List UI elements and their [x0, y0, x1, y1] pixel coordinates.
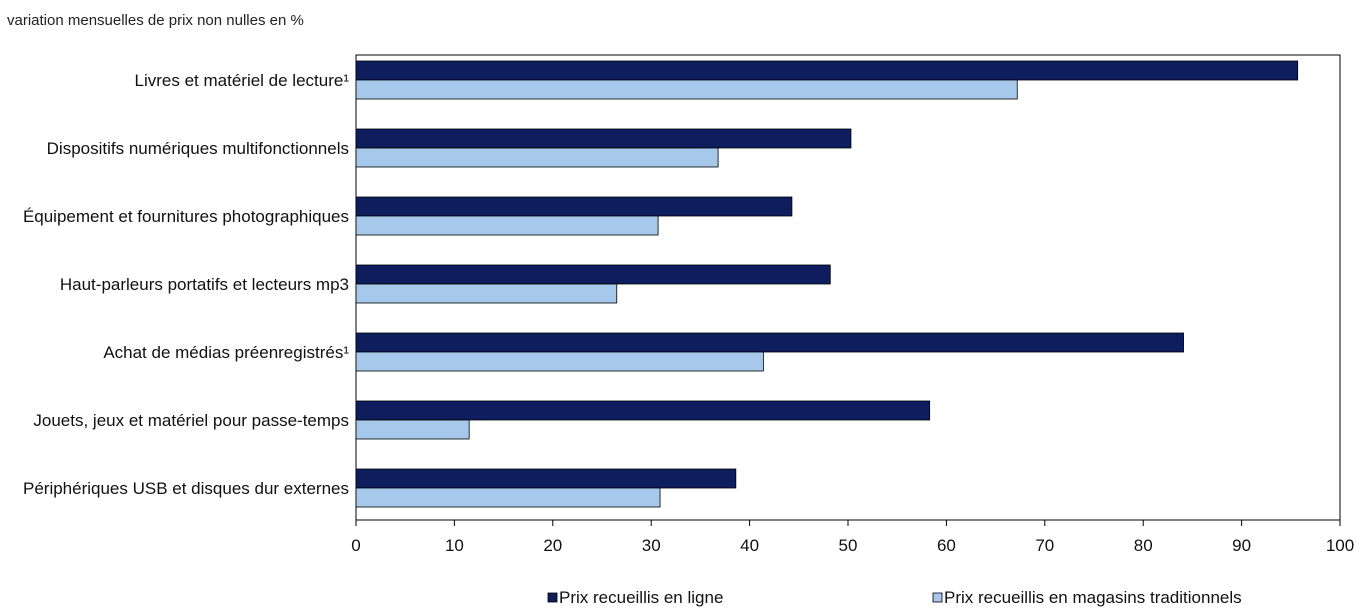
- category-label: Jouets, jeux et matériel pour passe-temp…: [33, 411, 349, 430]
- bar-online: [355, 400, 931, 421]
- bar-in-store: [355, 147, 719, 168]
- legend-label: Prix recueillis en magasins traditionnel…: [944, 588, 1242, 607]
- bar-in-store: [355, 351, 764, 372]
- bar-in-store: [355, 79, 1018, 100]
- category-label: Haut-parleurs portatifs et lecteurs mp3: [60, 275, 349, 294]
- x-tick-label: 0: [351, 536, 360, 555]
- category-label: Achat de médias préenregistrés¹: [103, 343, 349, 362]
- unit-label: variation mensuelles de prix non nulles …: [7, 12, 304, 29]
- bar-online: [355, 128, 852, 149]
- category-label: Livres et matériel de lecture¹: [135, 71, 350, 90]
- x-tick-label: 10: [445, 536, 464, 555]
- legend-label: Prix recueillis en ligne: [559, 588, 723, 607]
- bar-online: [355, 332, 1184, 353]
- x-tick-label: 40: [740, 536, 759, 555]
- x-tick-label: 90: [1232, 536, 1251, 555]
- x-tick-label: 100: [1326, 536, 1354, 555]
- x-tick-label: 20: [543, 536, 562, 555]
- bar-online: [355, 196, 793, 217]
- bar-in-store: [355, 283, 618, 304]
- x-tick-label: 30: [642, 536, 661, 555]
- bar-online: [355, 264, 831, 285]
- x-tick-label: 80: [1134, 536, 1153, 555]
- legend-swatch: [547, 592, 558, 603]
- legend-swatch: [932, 592, 943, 603]
- bar-in-store: [355, 419, 470, 440]
- bars-group: [355, 60, 1299, 508]
- x-tick-label: 70: [1035, 536, 1054, 555]
- category-label: Périphériques USB et disques dur externe…: [23, 479, 349, 498]
- bar-online: [355, 60, 1299, 81]
- legend: Prix recueillis en ligne Prix recueillis …: [547, 588, 1242, 607]
- x-tick-label: 50: [839, 536, 858, 555]
- bar-in-store: [355, 215, 659, 236]
- category-labels: Livres et matériel de lecture¹ Dispositif…: [23, 71, 349, 498]
- bar-online: [355, 468, 737, 489]
- x-tick-label: 60: [937, 536, 956, 555]
- bar-in-store: [355, 487, 661, 508]
- category-label: Équipement et fournitures photographique…: [23, 207, 349, 226]
- category-label: Dispositifs numériques multifonctionnels: [47, 139, 349, 158]
- x-axis-ticks: 0 10 20 30 40 50 60 70 80 90 100: [351, 520, 1354, 555]
